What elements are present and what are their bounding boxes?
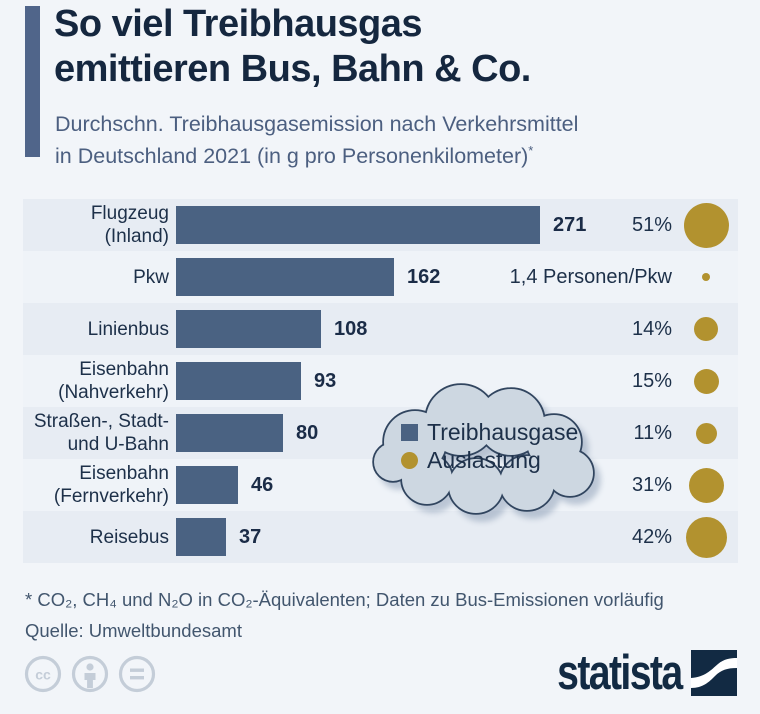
legend-item-treibhausgase: Treibhausgase <box>401 418 578 446</box>
page-title: So viel Treibhausgas emittieren Bus, Bah… <box>54 2 531 92</box>
title-line-1: So viel Treibhausgas <box>54 3 423 45</box>
emission-bar <box>176 310 321 348</box>
title-accent-bar <box>25 6 40 157</box>
chart-row: Pkw 162 1,4 Personen/Pkw <box>23 251 738 303</box>
auslastung-circle-cell <box>676 467 736 503</box>
emission-bar <box>176 466 238 504</box>
bar-area: 162 <box>176 258 510 296</box>
legend-label: Auslastung <box>427 446 541 473</box>
auslastung-circle <box>685 516 727 558</box>
auslastung-circle <box>688 467 724 503</box>
svg-text:cc: cc <box>35 667 51 683</box>
auslastung-label: 11% <box>633 421 672 444</box>
category-label: Eisenbahn (Fernverkehr) <box>53 463 169 507</box>
emission-value: 162 <box>407 265 441 288</box>
auslastung-circle-cell <box>676 516 736 558</box>
emission-value: 108 <box>334 317 368 340</box>
emission-bar <box>176 206 540 244</box>
subtitle-line-2-text: in Deutschland 2021 (in g pro Personenki… <box>55 144 529 168</box>
auslastung-circle-icon <box>401 451 418 469</box>
auslastung-circle-cell <box>676 422 736 444</box>
auslastung-label: 31% <box>631 473 672 496</box>
auslastung-circle <box>702 273 710 281</box>
chart-row: Eisenbahn (Nahverkehr) 93 15% <box>23 355 738 407</box>
auslastung-circle <box>695 422 717 444</box>
bar-area: 271 <box>176 206 632 244</box>
subtitle-line-1: Durchschn. Treibhausgasemission nach Ver… <box>55 112 579 136</box>
legend-label: Treibhausgase <box>427 418 579 445</box>
statista-logo[interactable]: statista <box>526 646 737 700</box>
bar-area: 108 <box>176 310 632 348</box>
bar-area: 93 <box>176 362 632 400</box>
auslastung-circle-cell <box>676 202 736 248</box>
bar-area: 37 <box>176 518 632 556</box>
footnote-asterisk: * <box>528 142 534 158</box>
nd-icon[interactable] <box>118 655 156 693</box>
emission-value: 80 <box>296 421 319 444</box>
treibhausgase-square-icon <box>401 423 418 441</box>
bar-chart: Flugzeug (Inland) 271 51% Pkw 162 1,4 Per… <box>23 199 738 563</box>
auslastung-circle-cell <box>676 273 736 281</box>
category-label: Eisenbahn (Nahverkehr) <box>58 359 169 403</box>
attribution-icon[interactable] <box>71 655 109 693</box>
auslastung-circle <box>693 368 719 394</box>
statista-logo-mark <box>691 650 737 696</box>
license-icons[interactable]: cc <box>24 655 156 693</box>
statista-wordmark: statista <box>557 646 684 700</box>
cloud-shape <box>372 383 595 515</box>
auslastung-circle-cell <box>676 368 736 394</box>
category-label: Flugzeug (Inland) <box>90 203 169 247</box>
emission-bar <box>176 258 394 296</box>
auslastung-label: 14% <box>631 317 672 340</box>
auslastung-label: 1,4 Personen/Pkw <box>509 265 672 288</box>
legend-item-auslastung: Auslastung <box>401 446 578 474</box>
auslastung-label: 51% <box>631 213 672 236</box>
auslastung-label: 42% <box>631 525 672 548</box>
cc-icon[interactable]: cc <box>24 655 62 693</box>
legend-cloud: Treibhausgase Auslastung <box>363 378 607 520</box>
source-line: Quelle: Umweltbundesamt <box>25 620 242 641</box>
emission-bar <box>176 362 301 400</box>
category-label: Straßen-, Stadt-und U-Bahn <box>33 411 169 455</box>
bar-area: 80 <box>176 414 633 452</box>
category-label: Linienbus <box>87 318 169 340</box>
auslastung-circle <box>683 202 729 248</box>
subtitle-line-2: in Deutschland 2021 (in g pro Personenki… <box>55 140 578 172</box>
auslastung-circle-cell <box>676 317 736 341</box>
auslastung-label: 15% <box>631 369 672 392</box>
bar-area: 46 <box>176 466 632 504</box>
emission-value: 46 <box>251 473 274 496</box>
emission-value: 271 <box>553 213 587 236</box>
chart-row: Linienbus 108 14% <box>23 303 738 355</box>
chart-row: Flugzeug (Inland) 271 51% <box>23 199 738 251</box>
chart-legend: Treibhausgase Auslastung <box>401 418 578 474</box>
emission-value: 93 <box>314 369 337 392</box>
title-line-2: emittieren Bus, Bahn & Co. <box>54 48 531 90</box>
footnote-line-1: * CO₂, CH₄ und N₂O in CO₂-Äquivalenten; … <box>25 589 664 610</box>
chart-row: Reisebus 37 42% <box>23 511 738 563</box>
auslastung-circle <box>694 317 718 341</box>
emission-bar <box>176 414 283 452</box>
category-label: Reisebus <box>89 526 169 548</box>
emission-value: 37 <box>239 525 262 548</box>
page-subtitle: Durchschn. Treibhausgasemission nach Ver… <box>55 108 578 172</box>
footnote: * CO₂, CH₄ und N₂O in CO₂-Äquivalenten; … <box>25 584 664 646</box>
category-label: Pkw <box>133 266 169 288</box>
emission-bar <box>176 518 226 556</box>
